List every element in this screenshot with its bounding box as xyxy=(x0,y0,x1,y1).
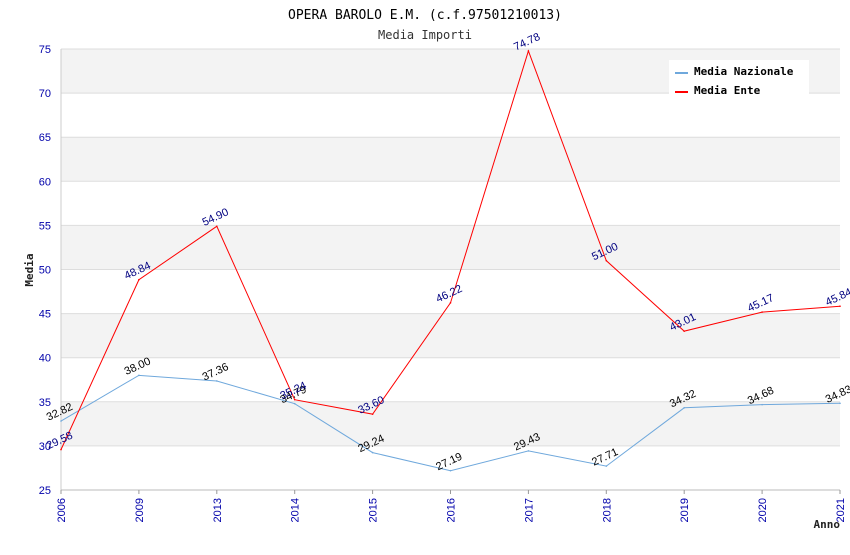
data-point xyxy=(216,380,218,382)
x-axis-ticks: 2006 2009 2013 2014 2015 2016 2017 2018 2019 2020… xyxy=(56,490,847,522)
y-axis-ticks: 25 30 35 40 45 50 55 60 65 70 75 xyxy=(39,44,51,497)
data-point xyxy=(839,402,841,405)
data-point xyxy=(527,450,530,452)
x-tick-label: 2017 xyxy=(523,498,535,522)
data-point xyxy=(605,465,608,467)
x-tick-label: 2020 xyxy=(757,498,769,522)
data-point xyxy=(138,374,140,377)
x-tick-label: 2006 xyxy=(56,498,68,522)
plot-band xyxy=(61,313,840,358)
data-point xyxy=(527,50,530,52)
data-point xyxy=(683,406,685,409)
data-point xyxy=(761,311,763,313)
x-tick-label: 2016 xyxy=(446,498,458,522)
chart-subtitle: Media Importi xyxy=(378,28,472,42)
x-tick-label: 2015 xyxy=(368,498,380,522)
y-tick-label: 45 xyxy=(39,309,51,321)
legend-label-media-nazionale: Media Nazionale xyxy=(694,65,794,78)
plot-band xyxy=(61,93,840,138)
legend-label-media-ente: Media Ente xyxy=(694,84,761,97)
plot-band xyxy=(61,181,840,226)
plot-background-bands xyxy=(61,49,840,490)
plot-band xyxy=(61,269,840,314)
y-tick-label: 75 xyxy=(39,44,51,56)
series-lines xyxy=(60,49,841,472)
data-point xyxy=(138,278,140,281)
data-point xyxy=(683,330,685,332)
plot-band xyxy=(61,401,840,446)
plot-band xyxy=(61,445,840,490)
y-tick-label: 30 xyxy=(39,441,51,453)
y-axis-title: Media xyxy=(23,253,36,286)
x-tick-label: 2021 xyxy=(835,498,847,522)
y-tick-label: 60 xyxy=(39,176,51,188)
y-tick-label: 35 xyxy=(39,397,51,409)
y-tick-label: 70 xyxy=(39,88,51,100)
y-tick-label: 65 xyxy=(39,132,51,144)
legend-box xyxy=(669,60,809,98)
y-tick-label: 55 xyxy=(39,220,51,232)
plot-band xyxy=(61,225,840,270)
data-point xyxy=(449,469,452,472)
data-point xyxy=(839,305,841,307)
y-tick-label: 25 xyxy=(39,485,51,497)
data-point xyxy=(761,403,763,406)
data-point xyxy=(293,398,296,401)
x-tick-label: 2018 xyxy=(601,498,613,522)
data-point xyxy=(216,225,218,228)
plot-band xyxy=(61,357,840,402)
x-tick-label: 2009 xyxy=(134,498,146,522)
x-tick-label: 2019 xyxy=(679,498,691,522)
data-point xyxy=(60,420,62,422)
y-tick-label: 40 xyxy=(39,353,51,365)
plot-band xyxy=(61,137,840,182)
data-point xyxy=(371,451,374,454)
x-axis-title: Anno xyxy=(814,518,841,531)
data-point xyxy=(60,448,62,451)
legend: Media Nazionale Media Ente xyxy=(669,60,809,98)
x-tick-label: 2013 xyxy=(212,498,224,522)
data-point xyxy=(449,302,452,304)
x-tick-label: 2014 xyxy=(290,498,302,522)
data-point xyxy=(293,402,296,405)
y-tick-label: 50 xyxy=(39,265,51,277)
data-point xyxy=(605,259,608,262)
chart-title: OPERA BAROLO E.M. (c.f.97501210013) xyxy=(288,8,562,23)
data-point xyxy=(371,413,374,415)
